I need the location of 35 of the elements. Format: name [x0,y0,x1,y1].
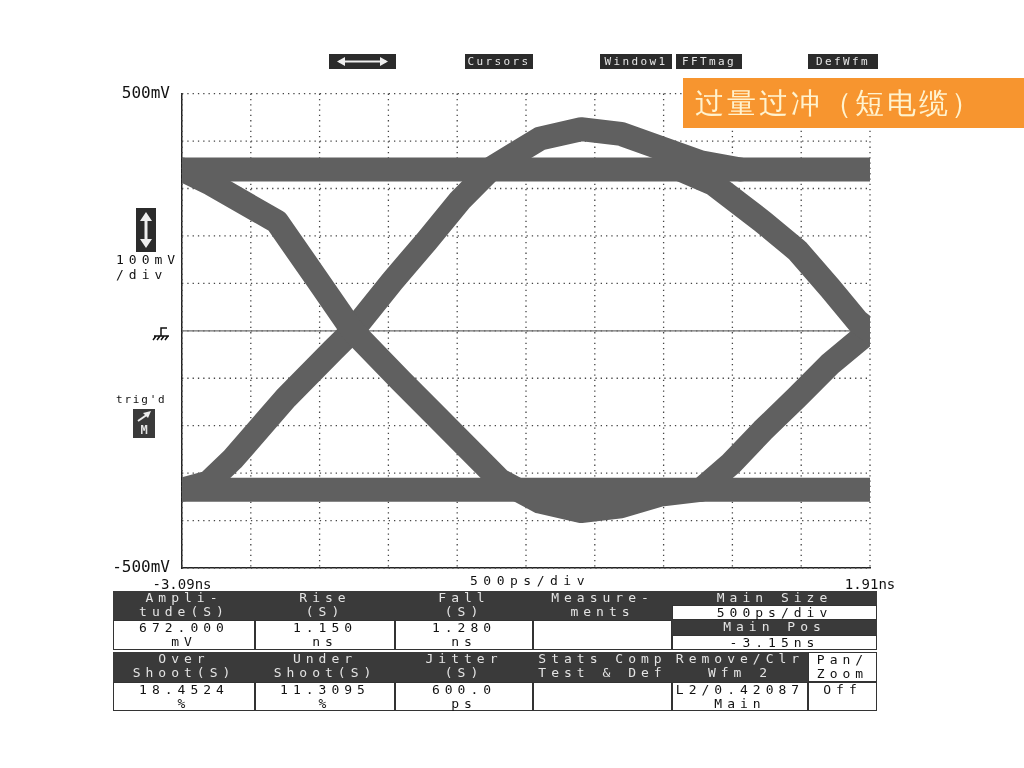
text: M [133,423,155,438]
x-tick-label: -3.09ns [152,576,212,593]
text: Stats Comp Test & Def [533,651,672,682]
text: 11.3095 % [255,682,395,711]
text: 672.000 mV [113,620,255,650]
text: Over Shoot(S) [113,651,255,682]
text: Pan/ Zoom [808,652,877,682]
x-tick-label: 1.91ns [844,576,896,593]
y-axis-title: 100mV /div [116,252,182,282]
text: Ampli- tude(S) [113,590,255,620]
text: FFTmag [676,54,742,69]
text: 500ps/div [672,605,877,620]
text: Cursors [465,54,533,69]
text: Main Size [672,590,877,605]
text: 600.0 ps [395,682,533,711]
text: Jitter (S) [395,651,533,682]
text: -3.15ns [672,635,877,650]
text: Main Pos [672,619,877,635]
text: 18.4524 % [113,682,255,711]
text: 1.280 ns [395,620,533,650]
text: Window1 [600,54,672,69]
text: trig'd [116,392,168,407]
text: Under Shoot(S) [255,651,395,682]
y-tick-label: -500mV [112,557,171,577]
text: Remove/Clr Wfm 2 [672,651,808,682]
text: Fall (S) [395,590,533,620]
text: L2/0.42087 Main [672,682,808,711]
text: 1.150 ns [255,620,395,650]
x-axis-title: 500ps/div [469,573,591,589]
text: Measure- ments [533,590,672,620]
text: Rise (S) [255,590,395,620]
text: Off [808,682,877,711]
y-tick-label: 500mV [121,82,171,102]
text: DefWfm [808,54,878,69]
chart-title: 过量过冲（短电缆） [683,78,1024,128]
